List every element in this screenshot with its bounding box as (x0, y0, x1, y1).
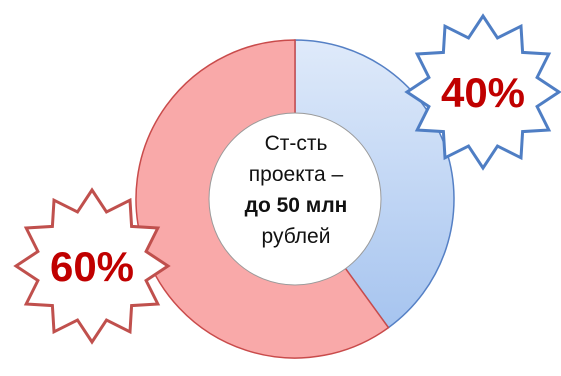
center-label: Ст-сть проекта – до 50 млн рублей (211, 128, 381, 252)
badge-starburst-2 (13, 187, 171, 345)
center-line-3: до 50 млн (244, 194, 348, 217)
center-line-2: проекта – (248, 163, 344, 186)
center-line-1: Ст-сть (264, 132, 328, 155)
center-line-4: рублей (261, 225, 331, 248)
donut-hole (208, 112, 382, 286)
badge-label-2: 60% (50, 243, 134, 290)
badge-starburst-1 (404, 13, 561, 171)
badge-label-1: 40% (441, 69, 525, 116)
